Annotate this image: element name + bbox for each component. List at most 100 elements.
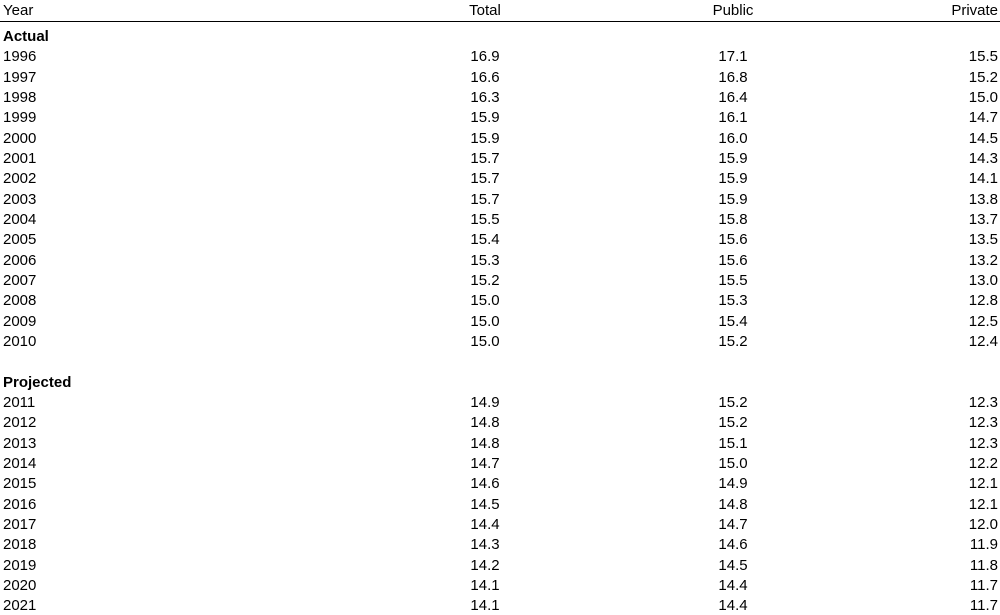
- cell-value: 14.9: [718, 475, 748, 493]
- cell-value: 14.8: [718, 495, 748, 513]
- section-label: Projected: [3, 373, 72, 391]
- cell-value: 15.0: [718, 454, 748, 472]
- cell-value: 14.3: [470, 536, 500, 554]
- header-rule: [0, 21, 1000, 22]
- cell-value: 12.2: [968, 454, 998, 472]
- row-year: 2020: [3, 576, 37, 594]
- cell-value: 15.8: [718, 210, 748, 228]
- cell-value: 14.3: [968, 149, 998, 167]
- row-year: 2008: [3, 292, 37, 310]
- cell-value: 16.9: [470, 48, 500, 66]
- column-header: Private: [951, 2, 998, 19]
- cell-value: 17.1: [718, 48, 748, 66]
- cell-value: 12.3: [968, 434, 998, 452]
- row-year: 1997: [3, 68, 37, 86]
- cell-value: 12.1: [968, 495, 998, 513]
- row-year: 2007: [3, 271, 37, 289]
- cell-value: 14.7: [470, 454, 500, 472]
- row-year: 2019: [3, 556, 37, 574]
- cell-value: 16.0: [718, 129, 748, 147]
- cell-value: 15.7: [470, 170, 500, 188]
- cell-value: 15.5: [968, 48, 998, 66]
- cell-value: 14.1: [968, 170, 998, 188]
- cell-value: 15.0: [470, 312, 500, 330]
- cell-value: 13.5: [968, 231, 998, 249]
- cell-value: 16.8: [718, 68, 748, 86]
- cell-value: 12.3: [968, 393, 998, 411]
- cell-value: 14.7: [968, 109, 998, 127]
- cell-value: 14.1: [470, 576, 500, 594]
- cell-value: 14.5: [968, 129, 998, 147]
- row-year: 2015: [3, 475, 37, 493]
- cell-value: 15.6: [718, 251, 748, 269]
- row-year: 2011: [3, 393, 36, 411]
- cell-value: 14.9: [470, 393, 500, 411]
- cell-value: 15.2: [968, 68, 998, 86]
- cell-value: 16.3: [470, 88, 500, 106]
- cell-value: 12.8: [968, 292, 998, 310]
- cell-value: 15.5: [470, 210, 500, 228]
- cell-value: 14.1: [470, 597, 500, 615]
- cell-value: 15.9: [470, 109, 500, 127]
- cell-value: 15.9: [718, 170, 748, 188]
- cell-value: 14.6: [718, 536, 748, 554]
- cell-value: 15.3: [470, 251, 500, 269]
- cell-value: 15.2: [718, 332, 748, 350]
- row-year: 1998: [3, 88, 37, 106]
- cell-value: 15.0: [470, 292, 500, 310]
- cell-value: 14.4: [718, 576, 748, 594]
- column-header: Public: [712, 2, 754, 19]
- cell-value: 11.9: [969, 536, 998, 554]
- row-year: 2012: [3, 414, 37, 432]
- cell-value: 12.0: [968, 515, 998, 533]
- row-year: 1996: [3, 48, 37, 66]
- row-year: 2017: [3, 515, 37, 533]
- row-year: 2010: [3, 332, 37, 350]
- cell-value: 14.7: [718, 515, 748, 533]
- row-year: 2005: [3, 231, 37, 249]
- cell-value: 14.8: [470, 434, 500, 452]
- cell-value: 15.4: [470, 231, 500, 249]
- row-year: 1999: [3, 109, 37, 127]
- row-year: 2003: [3, 190, 37, 208]
- cell-value: 15.6: [718, 231, 748, 249]
- cell-value: 13.0: [968, 271, 998, 289]
- cell-value: 15.3: [718, 292, 748, 310]
- column-header: Total: [469, 2, 501, 19]
- cell-value: 15.5: [718, 271, 748, 289]
- cell-value: 14.6: [470, 475, 500, 493]
- row-year: 2006: [3, 251, 37, 269]
- cell-value: 15.0: [470, 332, 500, 350]
- cell-value: 14.5: [718, 556, 748, 574]
- row-year: 2009: [3, 312, 37, 330]
- cell-value: 15.4: [718, 312, 748, 330]
- cell-value: 11.7: [969, 576, 998, 594]
- cell-value: 11.7: [969, 597, 998, 615]
- cell-value: 15.9: [718, 190, 748, 208]
- cell-value: 14.5: [470, 495, 500, 513]
- row-year: 2002: [3, 170, 37, 188]
- cell-value: 12.5: [968, 312, 998, 330]
- row-year: 2001: [3, 149, 37, 167]
- cell-value: 14.4: [470, 515, 500, 533]
- cell-value: 12.1: [968, 475, 998, 493]
- cell-value: 15.9: [470, 129, 500, 147]
- cell-value: 12.4: [968, 332, 998, 350]
- cell-value: 13.8: [968, 190, 998, 208]
- cell-value: 16.4: [718, 88, 748, 106]
- row-year: 2018: [3, 536, 37, 554]
- cell-value: 15.7: [470, 149, 500, 167]
- cell-value: 15.2: [470, 271, 500, 289]
- cell-value: 15.7: [470, 190, 500, 208]
- cell-value: 16.1: [718, 109, 748, 127]
- cell-value: 15.9: [718, 149, 748, 167]
- cell-value: 15.0: [968, 88, 998, 106]
- row-year: 2004: [3, 210, 37, 228]
- cell-value: 13.7: [968, 210, 998, 228]
- cell-value: 14.4: [718, 597, 748, 615]
- cell-value: 15.1: [718, 434, 748, 452]
- row-year: 2021: [3, 597, 37, 615]
- row-year: 2014: [3, 454, 37, 472]
- cell-value: 12.3: [968, 414, 998, 432]
